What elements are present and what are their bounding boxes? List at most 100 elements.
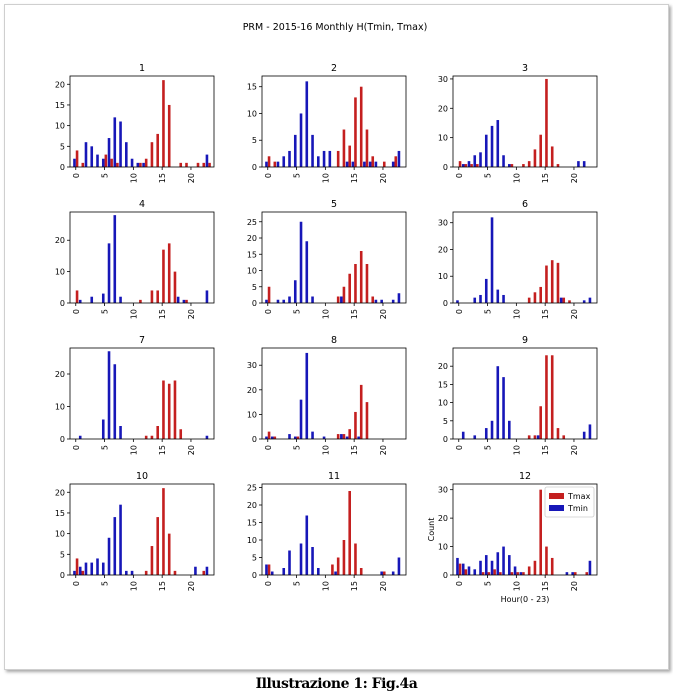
bar-tmax	[273, 436, 277, 439]
bar-tmax	[150, 435, 154, 439]
legend-label: Tmax	[567, 492, 591, 501]
bar-tmin	[582, 161, 586, 167]
x-tick-label: 10	[512, 581, 521, 591]
bar-tmin	[113, 215, 117, 303]
x-tick-label: 15	[350, 581, 359, 591]
bar-tmin	[299, 399, 303, 439]
bar-tmin	[328, 150, 332, 167]
y-tick-label: 0	[252, 571, 257, 580]
bar-tmax	[550, 557, 554, 575]
bar-tmax	[481, 572, 485, 575]
bar-tmax	[365, 129, 369, 167]
bar-tmin	[565, 572, 569, 575]
x-tick-label: 15	[541, 581, 550, 591]
axes-frame	[452, 75, 598, 168]
x-tick-label: 20	[379, 173, 388, 183]
bar-tmin	[288, 296, 291, 303]
bar-tmax	[162, 488, 165, 575]
subplot-title: 3	[522, 63, 528, 74]
subplot-title: 7	[139, 335, 145, 346]
bar-tmin	[73, 570, 76, 575]
bar-tmax	[510, 572, 514, 575]
x-tick-label: 5	[293, 581, 302, 586]
bar-tmax	[527, 566, 531, 575]
bar-tmin	[484, 134, 488, 167]
bar-tmax	[545, 546, 548, 575]
subplot-title: 6	[522, 199, 528, 210]
bar-tmax	[162, 249, 165, 303]
bar-tmax	[336, 434, 340, 439]
x-tick-label: 5	[484, 173, 493, 178]
bar-tmin	[119, 426, 122, 439]
bar-tmax	[533, 435, 537, 439]
bar-tmax	[522, 572, 525, 575]
bar-tmin	[182, 299, 186, 303]
bar-tmax	[533, 149, 537, 167]
x-axis-label: Hour(0 - 23)	[501, 595, 550, 604]
axes-frame	[261, 75, 407, 168]
bar-tmax	[104, 154, 108, 167]
legend-label: Tmin	[567, 504, 588, 513]
bar-tmin	[473, 569, 477, 575]
bar-tmin	[397, 150, 401, 167]
bar-tmax	[354, 543, 357, 575]
bar-tmax	[556, 164, 560, 167]
bar-tmax	[365, 402, 369, 439]
bar-tmin	[345, 436, 349, 439]
bar-tmin	[588, 297, 592, 303]
legend: Tmax Tmin	[544, 486, 595, 518]
y-tick-label: 5	[60, 142, 65, 151]
bar-tmin	[265, 299, 268, 303]
bar-tmax	[545, 265, 548, 303]
subplot-title: 1	[139, 63, 145, 74]
bar-tmin	[305, 241, 309, 303]
bar-tmin	[84, 142, 88, 167]
y-tick-label: 20	[247, 501, 257, 510]
bar-tmax	[173, 380, 177, 439]
bar-tmax	[139, 299, 142, 303]
bar-tmin	[479, 560, 482, 575]
bar-tmax	[527, 297, 531, 303]
y-tick-label: 10	[55, 403, 65, 412]
bar-tmin	[73, 158, 76, 167]
x-tick-label: 5	[484, 581, 493, 586]
bar-tmin	[205, 566, 209, 575]
bar-tmin	[456, 557, 459, 575]
bar-tmin	[305, 352, 309, 439]
y-tick-label: 20	[438, 245, 448, 254]
subplot-6: 6 0 10 20 30 0 5 10 15 20	[438, 199, 598, 319]
bar-tmin	[130, 158, 134, 167]
bar-tmax	[150, 142, 154, 167]
bar-tmin	[380, 299, 383, 303]
subplot-7: 7 0 10 20 0 5 10 15 20	[55, 335, 215, 455]
y-tick-label: 20	[55, 370, 65, 379]
bar-tmin	[582, 431, 586, 439]
bar-tmin	[288, 150, 291, 167]
axes-frame	[69, 483, 215, 576]
x-tick-label: 0	[455, 173, 464, 178]
y-tick-label: 5	[252, 554, 257, 563]
x-tick-label: 10	[512, 173, 521, 183]
bar-tmax	[296, 436, 300, 439]
x-tick-label: 0	[72, 173, 81, 178]
axes-frame	[69, 75, 215, 168]
bar-tmax	[336, 296, 340, 303]
bar-tmin	[519, 572, 523, 575]
axes-frame	[69, 211, 215, 304]
bar-tmin	[322, 150, 326, 167]
y-tick-label: 0	[252, 163, 257, 172]
y-tick-label: 30	[247, 361, 257, 370]
x-tick-label: 5	[293, 445, 302, 450]
bar-tmax	[342, 434, 346, 439]
bar-tmin	[322, 436, 326, 439]
bar-tmin	[270, 571, 274, 575]
bar-tmax	[568, 300, 571, 303]
bar-tmin	[508, 420, 511, 439]
bar-tmin	[577, 161, 580, 167]
bar-tmin	[276, 299, 280, 303]
bar-tmax	[382, 161, 386, 167]
bar-tmax	[144, 570, 148, 575]
bar-tmin	[288, 434, 291, 439]
